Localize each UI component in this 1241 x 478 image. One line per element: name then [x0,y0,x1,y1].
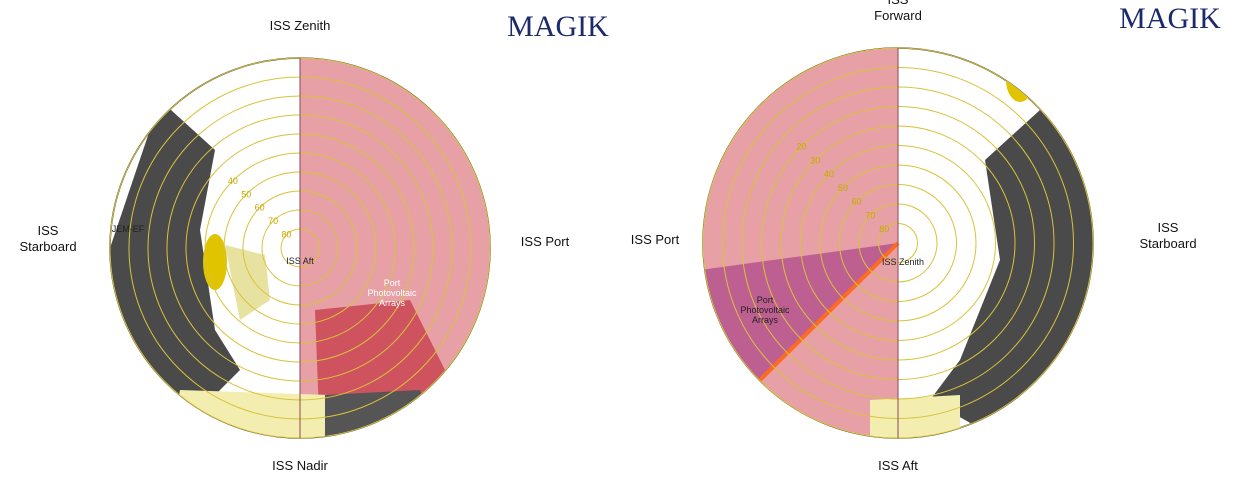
module-surface [870,395,960,450]
label: ISS Nadir [272,458,328,473]
label-line: Arrays [752,315,779,325]
label: ISS Aft [286,256,314,266]
label: ISS Port [631,232,680,247]
ring-label: 40 [228,176,238,186]
hardware [203,234,227,290]
module-surface [170,390,330,450]
label-line: ISS [888,0,909,7]
label-line: Port [757,295,774,305]
label-line: ISS [1158,220,1179,235]
ring-label: 50 [241,189,251,199]
hardware [1006,58,1034,102]
label: JEM-EF [112,224,145,234]
label-line: Forward [874,8,922,23]
label-line: ISS Nadir [272,458,328,473]
ring-label: 70 [865,210,875,220]
label-line: Photovoltaic [740,305,790,315]
ring-label: 80 [282,230,292,240]
logo: MAGIK [1119,2,1221,35]
label: ISS Zenith [882,257,924,267]
screenshot: 8070605040 80706050403020 MAGIKISS Zenit… [0,0,1241,478]
label-line: Port [384,278,401,288]
label-line: ISS Aft [878,458,918,473]
label-line: ISS Aft [286,256,314,266]
ring-label: 20 [796,141,806,151]
module-structure [325,390,440,450]
label: ISS Aft [878,458,918,473]
label: ISS Zenith [270,18,331,33]
label-line: Photovoltaic [367,288,417,298]
label-line: ISS Port [521,234,570,249]
ring-label: 60 [255,203,265,213]
ring-label: 80 [879,224,889,234]
label-line: Starboard [1139,236,1196,251]
label-line: Starboard [19,239,76,254]
ring-label: 70 [268,216,278,226]
label-line: Arrays [379,298,406,308]
label-line: ISS Zenith [270,18,331,33]
ring-label: 40 [824,169,834,179]
label-line: ISS [38,223,59,238]
label-line: ISS Port [631,232,680,247]
ring-label: 30 [810,155,820,165]
ring-label: 50 [838,183,848,193]
label-line: ISS Zenith [882,257,924,267]
label: ISS Port [521,234,570,249]
label: ISSForward [874,0,922,23]
ring-label: 60 [852,197,862,207]
label-line: JEM-EF [112,224,145,234]
logo: MAGIK [507,10,609,43]
